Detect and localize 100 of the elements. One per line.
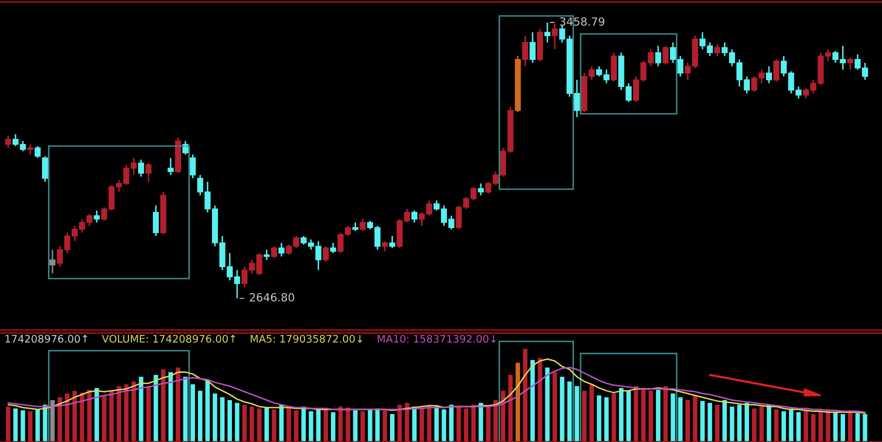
bar <box>330 412 336 442</box>
bar <box>612 394 616 442</box>
bar <box>708 402 712 442</box>
bar <box>198 390 202 442</box>
bar <box>804 410 808 442</box>
bar <box>686 400 690 442</box>
bar <box>212 394 218 442</box>
bar <box>338 406 343 442</box>
bar <box>656 390 660 442</box>
text: VOLUME: 174208976.00↑ <box>102 334 236 343</box>
bar <box>811 414 816 442</box>
bar <box>641 388 646 442</box>
bar <box>228 400 232 442</box>
bar <box>833 412 838 442</box>
bar <box>72 390 77 442</box>
bar <box>382 410 388 442</box>
bar <box>500 390 506 442</box>
bar <box>58 397 62 442</box>
bar <box>109 390 114 442</box>
bar <box>619 388 624 442</box>
bar <box>574 386 580 442</box>
bar <box>516 362 520 442</box>
bar <box>20 410 26 442</box>
bar <box>94 388 99 442</box>
bar <box>449 404 454 442</box>
bar <box>316 409 321 442</box>
bar <box>42 404 48 442</box>
bar <box>752 408 756 442</box>
bar <box>744 402 750 442</box>
bar <box>154 374 158 442</box>
bar <box>279 404 284 442</box>
bar <box>390 414 394 442</box>
bar <box>286 408 292 442</box>
bar <box>589 384 594 442</box>
bar <box>28 411 33 442</box>
bar <box>737 404 742 442</box>
bar <box>552 372 557 442</box>
bar <box>678 397 683 442</box>
bar <box>508 374 513 442</box>
bar <box>353 410 358 442</box>
bar <box>560 376 564 442</box>
bar <box>426 404 432 442</box>
bar <box>663 386 668 442</box>
bar <box>190 384 196 442</box>
bar <box>183 376 188 442</box>
bar <box>50 400 55 442</box>
bar <box>648 390 654 442</box>
bar <box>522 348 528 442</box>
bar <box>205 380 210 442</box>
bar <box>131 381 136 442</box>
bar <box>272 409 276 442</box>
bar <box>730 406 734 442</box>
annotation: 2646.80 <box>250 293 294 302</box>
bar <box>670 394 676 442</box>
bar <box>420 408 424 442</box>
bar <box>545 367 550 442</box>
bar <box>301 406 306 442</box>
bar <box>397 404 402 442</box>
bar <box>257 408 262 442</box>
bar <box>412 406 417 442</box>
bar <box>442 409 446 442</box>
text: MA10: 158371392.00↓ <box>378 334 496 343</box>
bar <box>102 395 106 442</box>
bar <box>456 406 461 442</box>
bar <box>294 410 298 442</box>
bar <box>626 390 631 442</box>
bar <box>250 406 254 442</box>
bar <box>264 408 269 442</box>
text: MA5: 179035872.00↓ <box>250 334 362 343</box>
bar <box>478 402 484 442</box>
bar <box>324 408 328 442</box>
bar <box>434 406 439 442</box>
bar <box>35 409 40 442</box>
bar <box>840 414 846 442</box>
bar <box>855 413 860 442</box>
bar <box>464 408 468 442</box>
bar <box>493 400 498 442</box>
bar <box>848 410 852 442</box>
bar <box>6 406 10 442</box>
bar <box>692 395 698 442</box>
bar <box>234 402 240 442</box>
bar <box>124 384 129 442</box>
bar <box>368 409 372 442</box>
text: 174208976.00↑ <box>6 334 88 343</box>
bar <box>782 411 786 442</box>
bar <box>582 390 587 442</box>
bar <box>346 408 350 442</box>
bar <box>87 390 92 442</box>
bar <box>116 386 122 442</box>
bar <box>818 411 823 442</box>
bar <box>722 400 727 442</box>
bar <box>161 369 166 442</box>
bar <box>360 411 365 442</box>
bar <box>715 404 720 442</box>
bar <box>759 406 764 442</box>
bar <box>530 360 535 442</box>
bar <box>788 408 794 442</box>
bar <box>138 376 144 442</box>
bar <box>596 395 602 442</box>
bar <box>168 372 173 442</box>
